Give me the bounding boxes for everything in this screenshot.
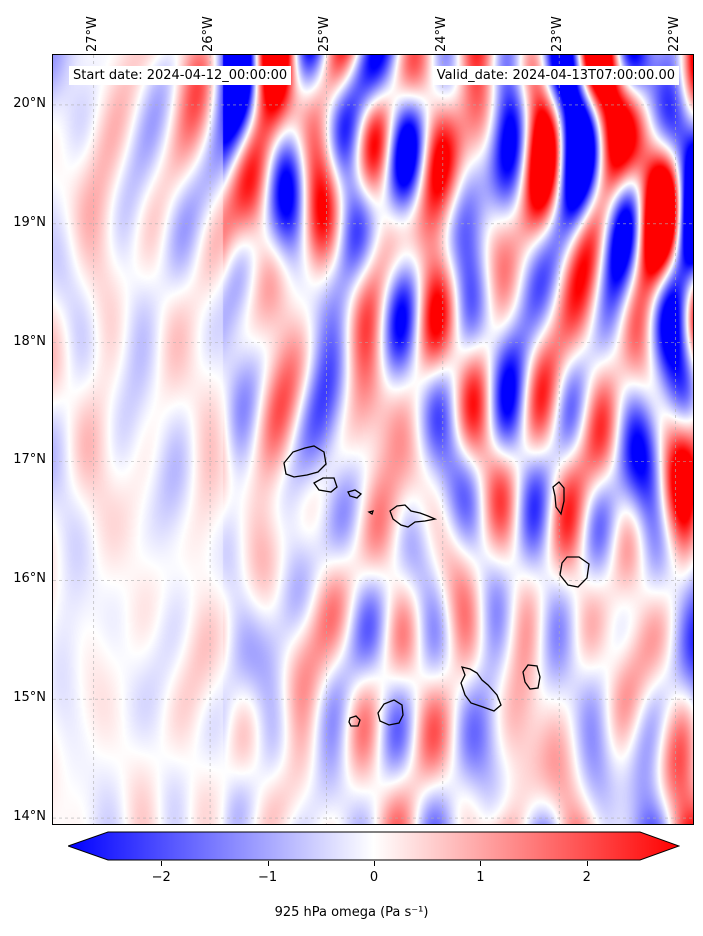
- coastlines: [283, 445, 590, 727]
- colorbar: [68, 831, 680, 861]
- valid-date-label: Valid_date: 2024-04-13T07:00:00.00: [432, 66, 679, 85]
- island-fogo: [377, 699, 404, 726]
- island-maio: [522, 664, 541, 690]
- longitude-label: 26°W: [201, 16, 217, 52]
- latitude-label: 19°N: [13, 214, 46, 230]
- island-santiago: [460, 666, 502, 712]
- longitude-label: 22°W: [666, 16, 682, 52]
- colorbar-label: 925 hPa omega (Pa s⁻¹): [274, 905, 429, 920]
- colorbar-tick-mark: [267, 861, 269, 866]
- colorbar-tick-label: −2: [151, 870, 171, 885]
- colorbar-tick-mark: [480, 861, 482, 866]
- colorbar-tick-label: 2: [582, 870, 591, 885]
- latitude-label: 16°N: [13, 571, 46, 587]
- latitude-label: 17°N: [13, 452, 46, 468]
- colorbar-tick-label: 0: [369, 870, 379, 885]
- colorbar-tick-mark: [161, 861, 163, 866]
- latitude-label: 15°N: [13, 690, 46, 706]
- island-boa-vista: [559, 556, 590, 588]
- latitude-label: 18°N: [13, 333, 46, 349]
- island-santa-luzia: [347, 489, 363, 499]
- island-sal: [552, 481, 565, 516]
- omega-field: [53, 55, 693, 824]
- colorbar-tick-label: −1: [258, 870, 278, 885]
- island-raso: [367, 510, 374, 516]
- island-santo-antao: [283, 445, 327, 478]
- map-overlay: [53, 55, 693, 824]
- map-panel: Start date: 2024-04-12_00:00:00 Valid_da…: [52, 54, 694, 825]
- colorbar-body: [68, 831, 680, 861]
- colorbar-tick-label: 1: [476, 870, 485, 885]
- longitude-label: 23°W: [550, 16, 566, 52]
- island-sao-nicolau: [389, 504, 438, 528]
- longitude-label: 24°W: [433, 16, 449, 52]
- gridlines: [53, 55, 693, 824]
- longitude-label: 27°W: [84, 16, 100, 52]
- island-sao-vicente: [313, 477, 338, 493]
- colorbar-tick-mark: [374, 861, 375, 866]
- latitude-label: 20°N: [13, 95, 46, 111]
- start-date-label: Start date: 2024-04-12_00:00:00: [69, 66, 292, 85]
- island-brava: [348, 715, 361, 727]
- colorbar-tick-mark: [586, 861, 588, 866]
- longitude-label: 25°W: [317, 16, 333, 52]
- latitude-label: 14°N: [13, 809, 46, 825]
